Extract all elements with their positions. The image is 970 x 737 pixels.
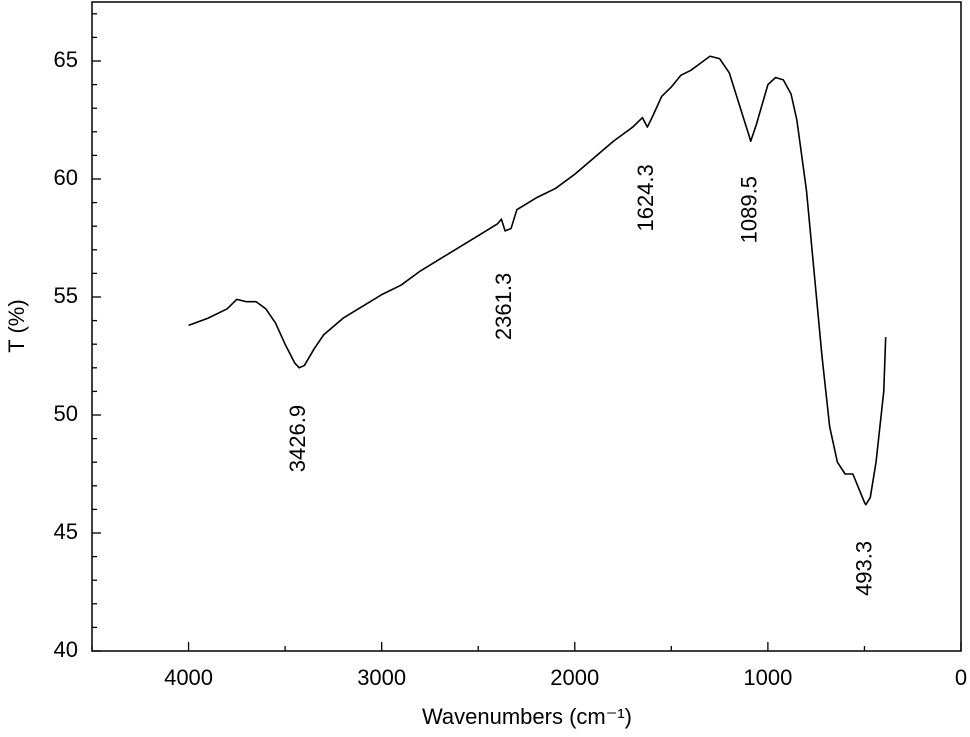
peak-annotation: 3426.9 xyxy=(285,405,310,472)
x-tick-label: 3000 xyxy=(357,665,406,690)
x-axis-label: Wavenumbers (cm⁻¹) xyxy=(422,704,632,729)
x-tick-label: 0 xyxy=(955,665,967,690)
x-tick-label: 4000 xyxy=(164,665,213,690)
peak-annotation: 2361.3 xyxy=(491,273,516,340)
peak-annotation: 493.3 xyxy=(852,541,877,596)
y-tick-label: 60 xyxy=(54,165,78,190)
spectrum-line xyxy=(188,55,887,506)
plot-frame xyxy=(91,1,962,652)
y-tick-label: 45 xyxy=(54,519,78,544)
y-tick-label: 40 xyxy=(54,637,78,662)
peak-annotation: 1624.3 xyxy=(633,164,658,231)
y-tick-label: 65 xyxy=(54,47,78,72)
y-axis-label: T (%) xyxy=(4,299,29,352)
x-tick-label: 1000 xyxy=(743,665,792,690)
peak-annotation: 1089.5 xyxy=(736,176,761,243)
x-tick-label: 2000 xyxy=(550,665,599,690)
y-tick-label: 50 xyxy=(54,401,78,426)
y-tick-label: 55 xyxy=(54,283,78,308)
